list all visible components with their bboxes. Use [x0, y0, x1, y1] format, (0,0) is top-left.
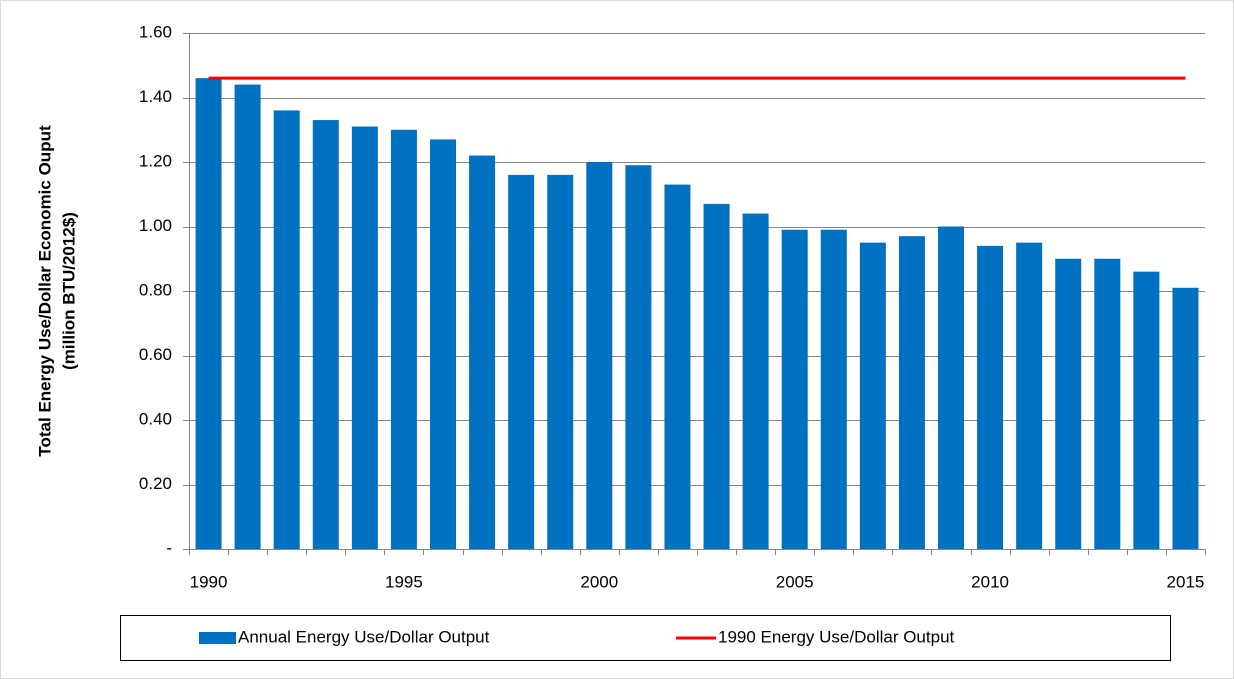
x-tick-label: 2015 [1167, 572, 1205, 591]
bar [547, 174, 574, 549]
bar [664, 184, 691, 549]
bar [625, 165, 652, 549]
bar [430, 139, 456, 550]
bar [351, 126, 378, 550]
bar [1172, 287, 1199, 549]
legend-label: 1990 Energy Use/Dollar Output [718, 627, 955, 646]
x-tick-label: 2010 [971, 572, 1009, 591]
bar [312, 120, 339, 549]
legend-swatch [199, 632, 236, 644]
y-tick-label: 0.40 [139, 409, 172, 428]
y-tick-label: 0.80 [139, 280, 172, 299]
bar [390, 129, 417, 549]
y-tick-label: 1.20 [139, 151, 172, 170]
y-tick-label: 0.60 [139, 345, 172, 364]
x-tick-label: 1995 [385, 572, 423, 591]
bar [195, 78, 222, 550]
bar [898, 236, 925, 550]
y-axis-label: Total Energy Use/Dollar Economic Ouput [35, 125, 54, 457]
bar [977, 245, 1004, 549]
bar [1133, 271, 1160, 549]
bar [703, 203, 730, 550]
x-tick-label: 1990 [190, 572, 228, 591]
bar [781, 229, 808, 549]
bar [1016, 242, 1043, 549]
bar [742, 213, 769, 549]
legend-box [120, 615, 1171, 661]
y-tick-label: 0.20 [139, 474, 172, 493]
bar [273, 110, 300, 550]
bar [820, 229, 847, 549]
bar [859, 242, 886, 549]
x-tick-label: 2005 [776, 572, 814, 591]
bar [234, 84, 261, 549]
bar [586, 162, 613, 549]
legend-label: Annual Energy Use/Dollar Output [238, 627, 490, 646]
bar [508, 174, 535, 549]
y-tick-label: 1.40 [139, 87, 172, 106]
y-tick-label: - [166, 538, 172, 557]
x-tick-label: 2000 [580, 572, 618, 591]
y-axis-label: (million BTU/2012$) [59, 212, 78, 370]
y-tick-label: 1.00 [139, 216, 172, 235]
bar [1055, 258, 1082, 549]
y-tick-label: 1.60 [139, 22, 172, 41]
bar [469, 155, 496, 550]
bar [1094, 258, 1121, 549]
bar [938, 226, 964, 549]
